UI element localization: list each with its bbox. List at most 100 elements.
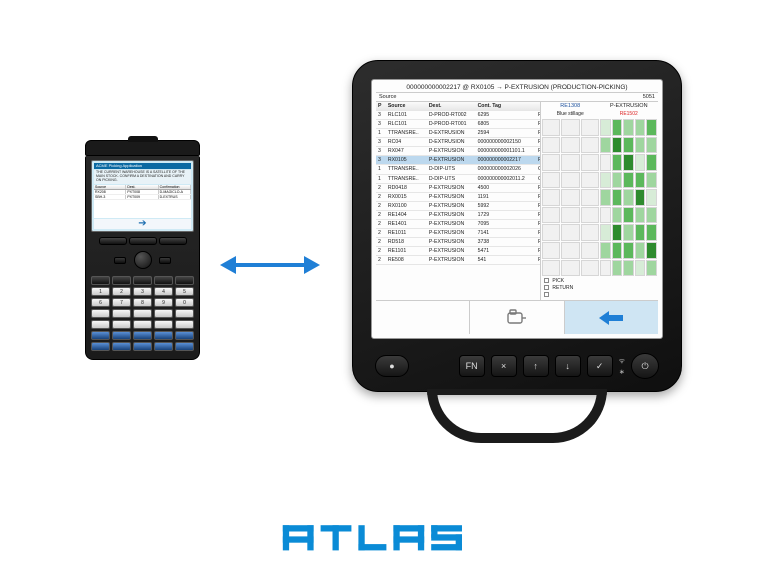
task-table: P Source Dest. Cont. Tag 3RLC101D-PROD-R…: [376, 102, 540, 300]
col-dest: Dest.: [126, 185, 158, 189]
rack-right-code: RE1502: [600, 110, 659, 118]
rack-cell: [600, 189, 611, 206]
footer-scanner-button[interactable]: [470, 301, 564, 334]
rack-left-sub: Blue stillage: [541, 110, 600, 118]
hw-power-button[interactable]: ⏻: [631, 353, 659, 379]
keypad-key[interactable]: [112, 320, 131, 329]
keypad-key[interactable]: [133, 320, 152, 329]
keypad-key[interactable]: [91, 342, 110, 351]
rack-cell: [561, 137, 579, 154]
keypad-key[interactable]: 0: [175, 298, 194, 307]
keypad-key[interactable]: [133, 342, 152, 351]
keypad-key[interactable]: 3: [133, 287, 152, 296]
keypad-key[interactable]: [175, 320, 194, 329]
keypad-key[interactable]: 1: [91, 287, 110, 296]
rack-cell: [635, 242, 646, 259]
rack-cell: [623, 119, 634, 136]
table-row[interactable]: 2RX0100P-EXTRUSION5992REPLENISH: [376, 202, 540, 211]
rack-cell: [646, 224, 657, 241]
keypad-key[interactable]: [112, 342, 131, 351]
keypad-key[interactable]: [154, 309, 173, 318]
keypad-key[interactable]: [175, 331, 194, 340]
table-row[interactable]: 3RC04D-EXTRUSION000000000002150PRODUCT: [376, 138, 540, 147]
handheld-dpad[interactable]: [91, 249, 194, 271]
keypad-key[interactable]: 5: [175, 287, 194, 296]
rack-cell: [600, 137, 611, 154]
keypad-key[interactable]: [91, 331, 110, 340]
keypad-key[interactable]: [133, 276, 152, 285]
table-row[interactable]: 1TTRANSRE..D-DIP-UTS000000000002026CUSTO…: [376, 165, 540, 174]
table-row[interactable]: 2RD0418P-EXTRUSION4500PRODUCT: [376, 184, 540, 193]
keypad-key[interactable]: [133, 309, 152, 318]
table-row[interactable]: 2RE1401P-EXTRUSION7095PICKING: [376, 220, 540, 229]
table-row[interactable]: 3RX0105P-EXTRUSION000000000002217PRODUCT: [376, 156, 540, 165]
keypad-key[interactable]: 6: [91, 298, 110, 307]
table-row[interactable]: 2RX0015P-EXTRUSION1191PRODUCT: [376, 193, 540, 202]
table-row[interactable]: SBH-3PXT009D-EXTRUS: [94, 195, 191, 200]
rack-cell: [600, 154, 611, 171]
dpad-left[interactable]: [114, 257, 126, 264]
keypad-key[interactable]: [112, 276, 131, 285]
table-row[interactable]: 3RLC101D-PROD-RT0016805PRODUCT: [376, 120, 540, 129]
keypad-key[interactable]: [154, 320, 173, 329]
rack-cell: [561, 224, 579, 241]
keypad-key[interactable]: 7: [112, 298, 131, 307]
keypad-key[interactable]: [154, 342, 173, 351]
rack-cell: [561, 242, 579, 259]
keypad-key[interactable]: 2: [112, 287, 131, 296]
table-row[interactable]: 2RE508P-EXTRUSION541PICKING: [376, 256, 540, 265]
softkey-right[interactable]: [159, 237, 187, 245]
table-row[interactable]: 1TTRANSRE..D-DIP-UTS000000000002011.2CUS…: [376, 175, 540, 184]
keypad-key[interactable]: [175, 309, 194, 318]
hw-up-button[interactable]: ↑: [523, 355, 549, 377]
keypad-key[interactable]: 9: [154, 298, 173, 307]
keypad-key[interactable]: [154, 276, 173, 285]
legend-item: PICK: [544, 278, 655, 285]
hw-pill-button[interactable]: ●: [375, 355, 409, 377]
footer-back-button[interactable]: [565, 301, 658, 334]
hw-close-button[interactable]: ×: [491, 355, 517, 377]
table-row[interactable]: 2RE1404P-EXTRUSION1729PICKING: [376, 211, 540, 220]
hw-fn-button[interactable]: FN: [459, 355, 485, 377]
keypad-key[interactable]: [91, 276, 110, 285]
keypad-key[interactable]: [154, 331, 173, 340]
dpad-center[interactable]: [134, 251, 152, 269]
keypad-key[interactable]: 4: [154, 287, 173, 296]
keypad-key[interactable]: [175, 342, 194, 351]
rack-cell: [623, 137, 634, 154]
rack-column: [581, 119, 599, 276]
keypad-key[interactable]: [91, 320, 110, 329]
rack-cell: [542, 260, 560, 277]
table-row[interactable]: 1TTRANSRE..D-EXTRUSION2594RETURN_F: [376, 129, 540, 138]
rack-cell: [581, 119, 599, 136]
dpad-right[interactable]: [159, 257, 171, 264]
keypad-key[interactable]: [175, 276, 194, 285]
table-row[interactable]: 2RE1101P-EXTRUSION5471PICKING: [376, 247, 540, 256]
softkey-left[interactable]: [99, 237, 127, 245]
hw-ok-button[interactable]: ✓: [587, 355, 613, 377]
back-arrow-icon: [599, 310, 623, 326]
softkey-mid[interactable]: [129, 237, 157, 245]
rack-left-code: RE1308: [541, 102, 600, 110]
rack-subheader: Blue stillage RE1502: [541, 110, 658, 118]
keypad-key[interactable]: [112, 331, 131, 340]
keypad-key[interactable]: [133, 331, 152, 340]
table-row[interactable]: 3RLC101D-PROD-RT0026295PRODUCT: [376, 111, 540, 120]
rack-cell: [612, 207, 623, 224]
keypad-key[interactable]: 8: [133, 298, 152, 307]
screen-footer: [376, 300, 658, 334]
hw-down-button[interactable]: ↓: [555, 355, 581, 377]
table-row[interactable]: 3RX047P-EXTRUSION000000000001101.1PRODUC…: [376, 147, 540, 156]
sync-arrow-icon: [220, 250, 320, 280]
keypad-key[interactable]: [91, 309, 110, 318]
keypad-key[interactable]: [112, 309, 131, 318]
rack-cell: [646, 137, 657, 154]
rack-cell: [600, 242, 611, 259]
table-row[interactable]: 2RE1011P-EXTRUSION7141PICKING: [376, 229, 540, 238]
rack-panel: RE1308 P-EXTRUSION Blue stillage RE1502 …: [540, 102, 658, 300]
handheld-nav-arrow[interactable]: ➔: [94, 219, 191, 229]
rack-column: [600, 119, 611, 276]
rack-cell: [581, 137, 599, 154]
legend-item: RETURN: [544, 285, 655, 292]
table-row[interactable]: 2RD518P-EXTRUSION3738PICKING: [376, 238, 540, 247]
